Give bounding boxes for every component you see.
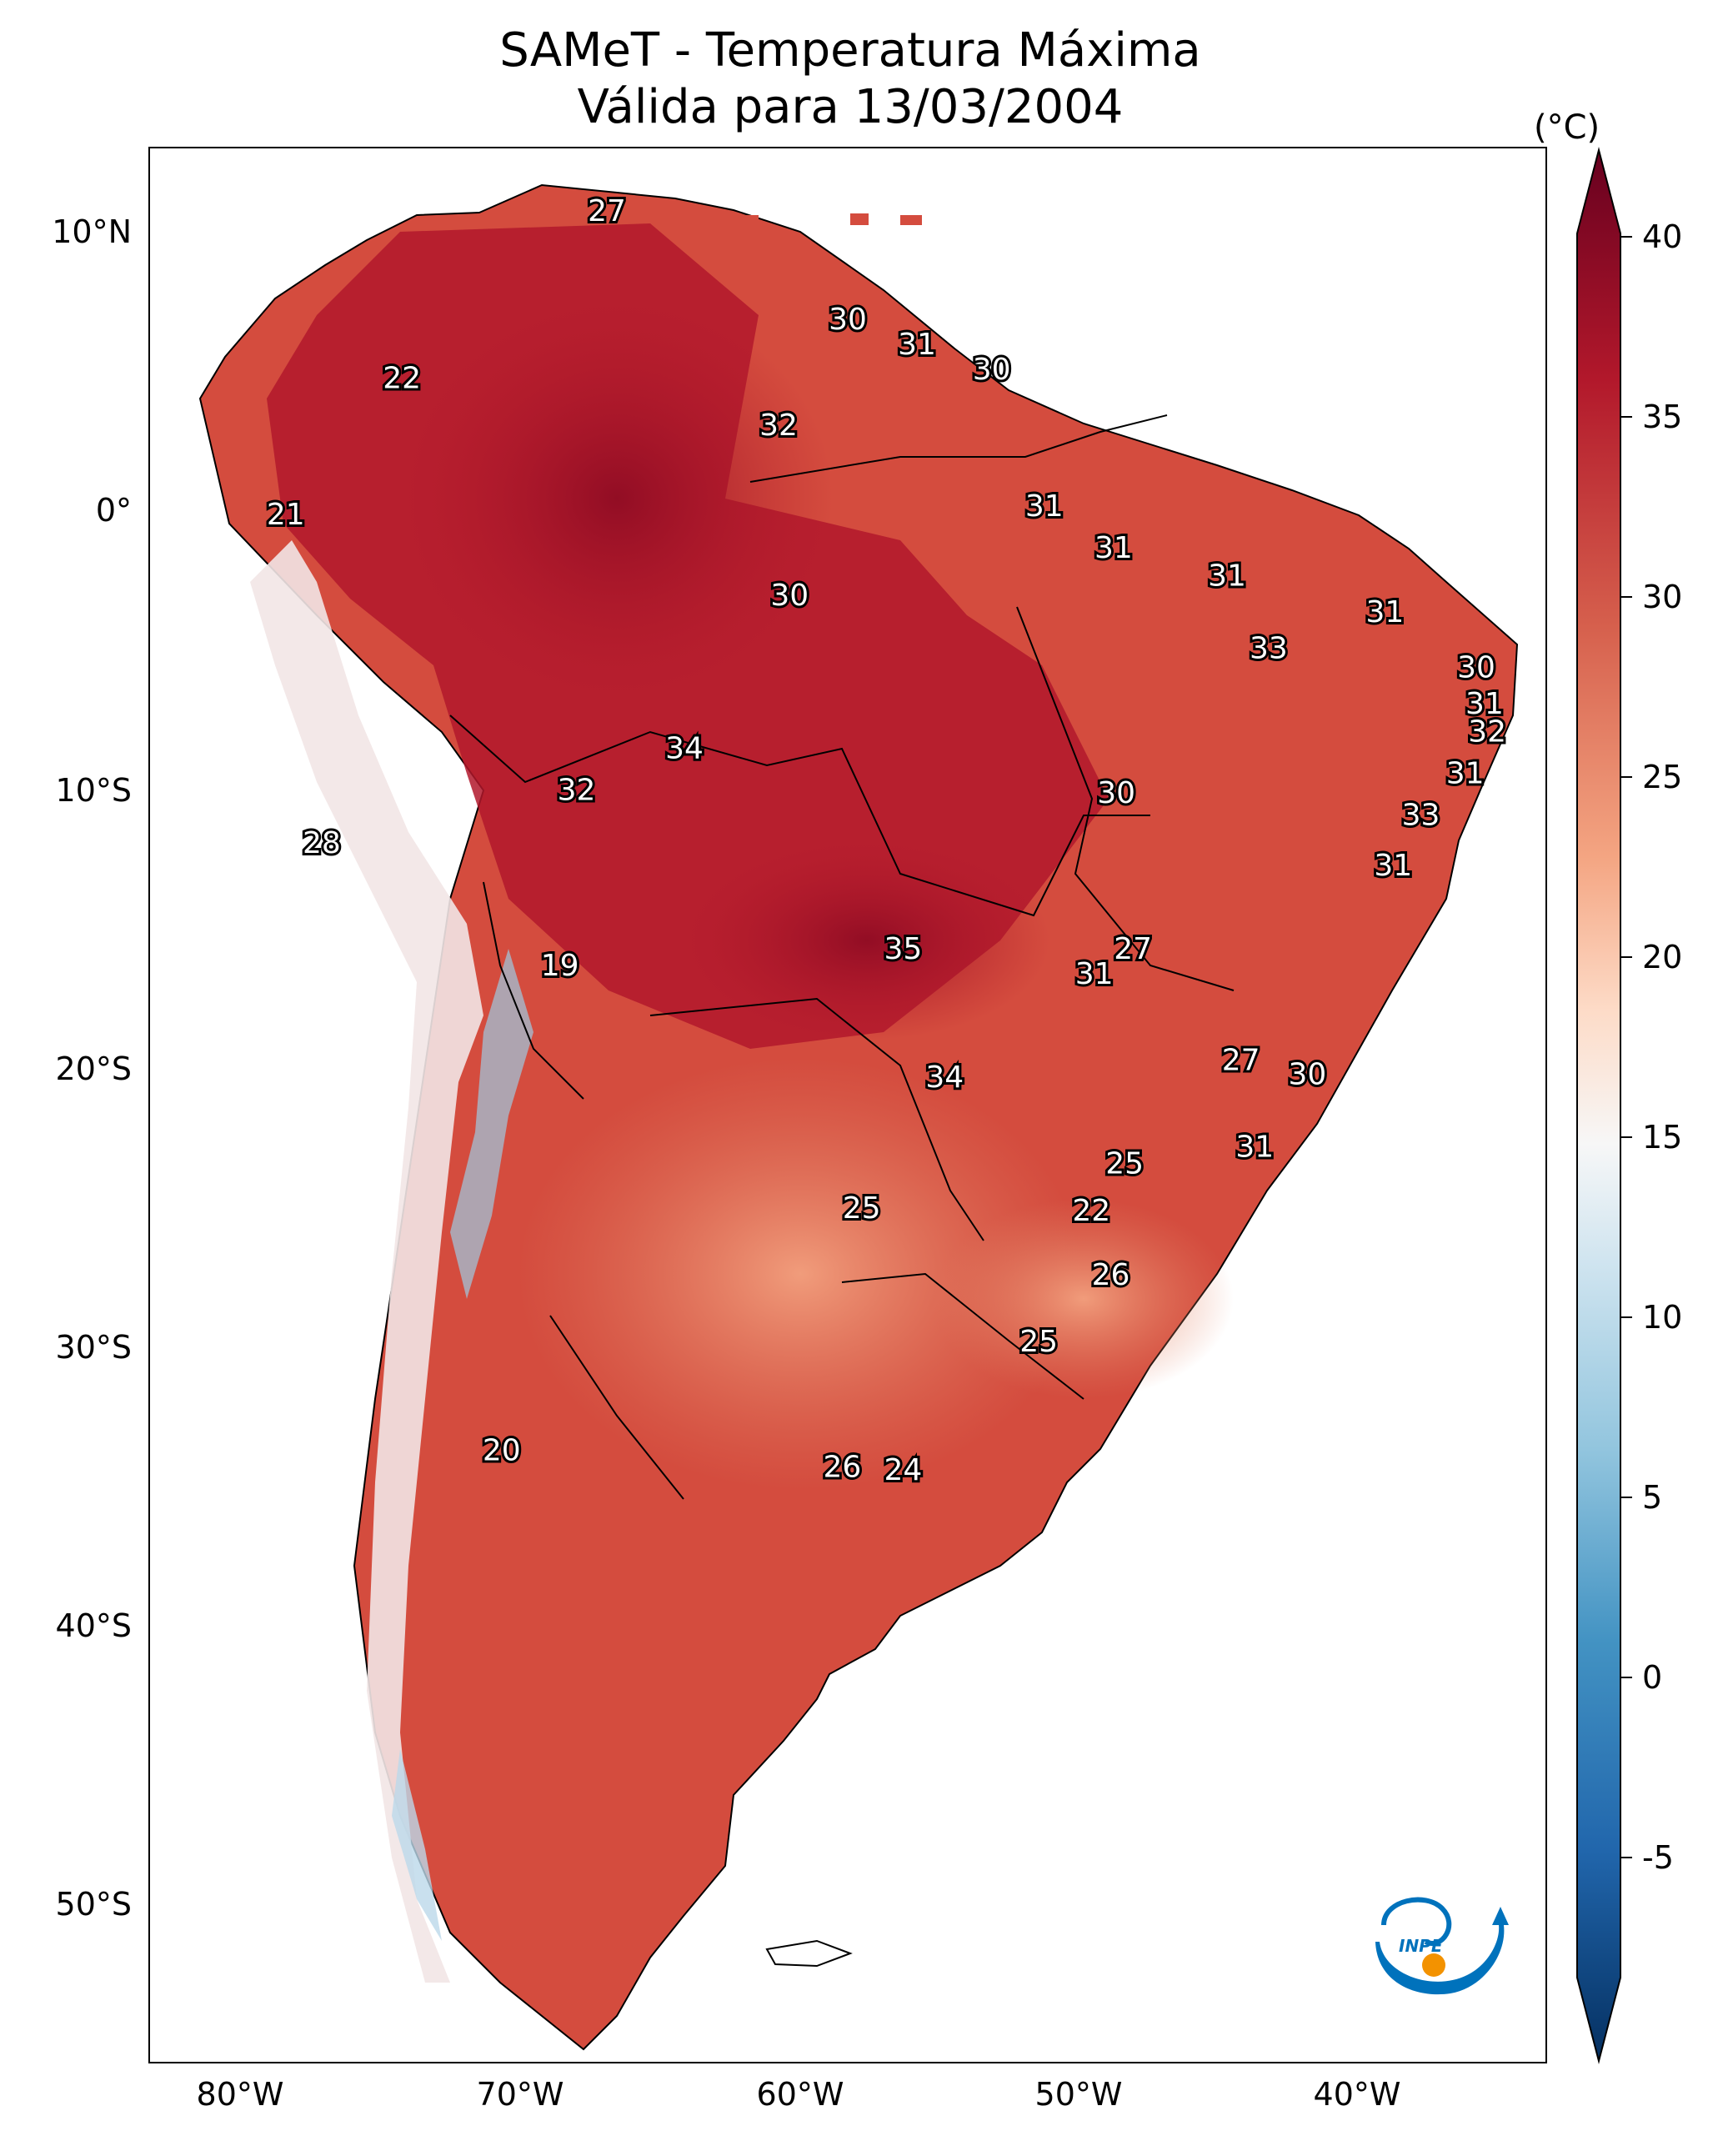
temperature-label: 31 [1075, 957, 1114, 991]
temperature-label: 30 [770, 579, 809, 613]
temperature-label: 28 [303, 826, 341, 860]
colorbar-tick: 5 [1642, 1479, 1663, 1516]
logo-sun-icon [1422, 1953, 1445, 1977]
temperature-label: 35 [884, 932, 922, 966]
temperature-label: 32 [759, 409, 798, 443]
lon-tick: 60°W [756, 2076, 844, 2113]
andes-cold-patch [450, 949, 533, 1299]
lat-tick: 30°S [55, 1329, 132, 1366]
temperature-label: 33 [1402, 799, 1440, 833]
map-panel[interactable]: 27 30 31 30 22 32 31 21 31 31 30 31 33 30 31 32 34 31 32 30… [148, 147, 1547, 2063]
temperature-label: 25 [1105, 1146, 1144, 1181]
title-line-1: SAMeT - Temperatura Máxima [499, 23, 1201, 78]
lon-tick: 40°W [1313, 2076, 1401, 2113]
inpe-logo: INPE [1367, 1892, 1509, 2000]
title-line-2: Válida para 13/03/2004 [577, 80, 1124, 134]
mild-southeast [934, 1199, 1234, 1399]
andes-cool-band [250, 540, 483, 1983]
colorbar-tick: 20 [1642, 939, 1683, 975]
temperature-label: 31 [1465, 687, 1504, 721]
temperature-label: 27 [588, 194, 626, 228]
hot-core-2 [684, 840, 1050, 1040]
island [734, 215, 759, 230]
colorbar-tick: 25 [1642, 759, 1683, 795]
temperature-label: 31 [1446, 757, 1485, 791]
lat-tick: 10°S [55, 772, 132, 809]
temperature-label: 33 [1250, 631, 1288, 665]
temperature-label: 32 [558, 774, 596, 808]
mild-south [517, 1057, 1084, 1491]
temperature-label: 30 [829, 303, 867, 337]
lon-tick: 50°W [1034, 2076, 1123, 2113]
island [900, 215, 922, 225]
falkland-islands [765, 1939, 853, 1968]
lat-tick: 50°S [55, 1886, 132, 1923]
colorbar-unit: (°C) [1534, 108, 1600, 147]
temperature-label: 27 [1114, 932, 1152, 966]
colorbar-tick: 35 [1642, 399, 1683, 435]
temperature-label: 22 [1072, 1194, 1110, 1228]
country-borders [449, 414, 1235, 1500]
temperature-label: 19 [541, 949, 579, 983]
temperature-label: 31 [1235, 1130, 1274, 1164]
temperature-label: 32 [1468, 715, 1506, 750]
logo-arrow-icon [1375, 1907, 1509, 1995]
temperature-label: 30 [973, 353, 1011, 387]
lat-tick: 10°N [52, 213, 132, 250]
temperature-label: 34 [665, 732, 704, 766]
temperature-label: 31 [1365, 595, 1404, 629]
island [850, 213, 869, 225]
temperature-label: 31 [1374, 849, 1412, 883]
temperature-label: 31 [898, 328, 936, 362]
lon-tick: 70°W [476, 2076, 564, 2113]
temperature-label: 26 [1092, 1258, 1130, 1292]
logo-swirl-icon [1381, 1897, 1452, 1946]
temperature-label: 20 [483, 1433, 521, 1467]
temperature-label: 30 [1457, 651, 1495, 685]
temperature-label: 26 [823, 1450, 861, 1484]
temperature-label: 31 [1208, 559, 1246, 594]
temperature-label: 34 [925, 1060, 964, 1095]
colorbar [1576, 147, 1621, 2064]
lon-tick: 80°W [196, 2076, 284, 2113]
temperature-label: 24 [884, 1453, 922, 1487]
temperature-label: 25 [1019, 1325, 1058, 1359]
temperature-label: 25 [843, 1191, 881, 1226]
colorbar-ticks [1620, 236, 1632, 1858]
lat-tick: 40°S [55, 1607, 132, 1644]
hot-core [400, 298, 834, 699]
temperature-label: 31 [1094, 531, 1133, 565]
temperature-label: 22 [383, 361, 421, 395]
temperature-label: 30 [1288, 1057, 1326, 1091]
colorbar-tick: -5 [1642, 1839, 1674, 1876]
temperature-label: 31 [1025, 489, 1064, 524]
colorbar-tick: 0 [1642, 1659, 1663, 1696]
temperature-label: 30 [1097, 776, 1135, 810]
colorbar-tick: 10 [1642, 1299, 1683, 1336]
temperature-label: 21 [267, 498, 305, 532]
colorbar-tick: 30 [1642, 579, 1683, 615]
andes-cold-south [392, 1749, 442, 1941]
lat-tick: 20°S [55, 1050, 132, 1087]
logo-text: INPE [1399, 1936, 1443, 1956]
lat-tick: 0° [95, 492, 132, 529]
temperature-label: 27 [1222, 1044, 1260, 1078]
colorbar-tick: 40 [1642, 218, 1683, 255]
colorbar-tick: 15 [1642, 1119, 1683, 1156]
